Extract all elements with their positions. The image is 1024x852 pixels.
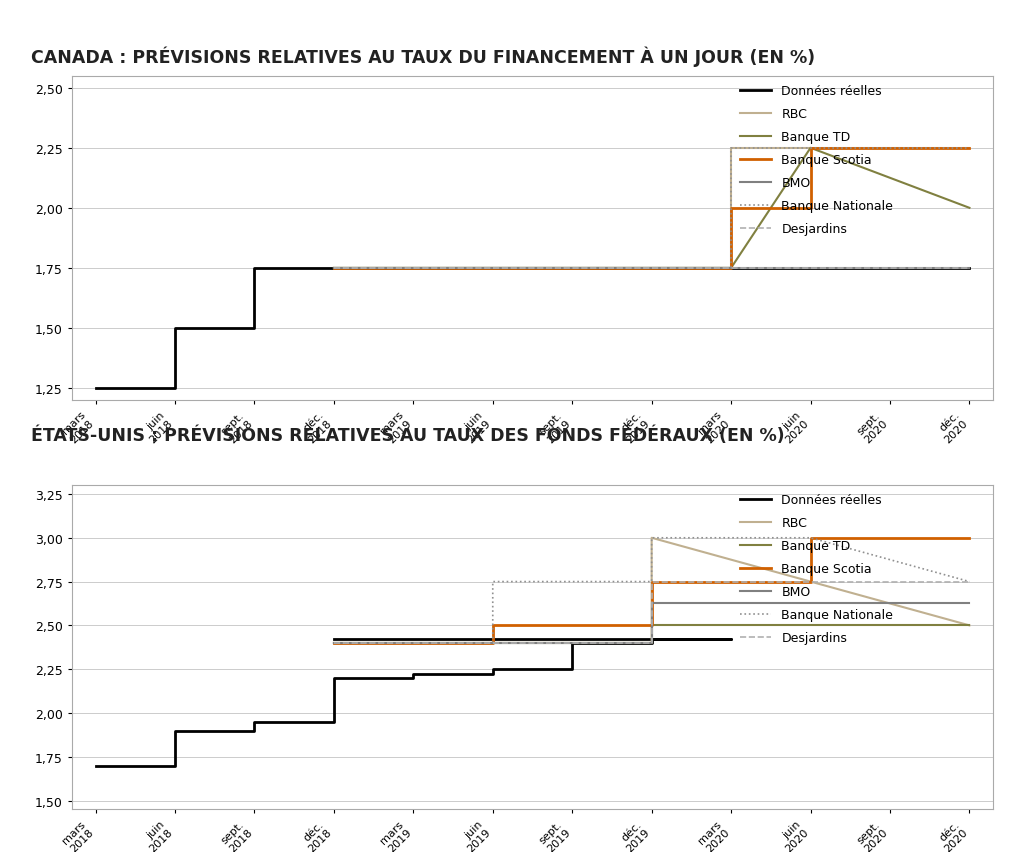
Text: CANADA : PRÉVISIONS RELATIVES AU TAUX DU FINANCEMENT À UN JOUR (EN %): CANADA : PRÉVISIONS RELATIVES AU TAUX DU…: [31, 47, 815, 67]
Legend: Données réelles, RBC, Banque TD, Banque Scotia, BMO, Banque Nationale, Desjardin: Données réelles, RBC, Banque TD, Banque …: [735, 489, 898, 650]
Legend: Données réelles, RBC, Banque TD, Banque Scotia, BMO, Banque Nationale, Desjardin: Données réelles, RBC, Banque TD, Banque …: [735, 80, 898, 241]
Text: ÉTATS-UNIS : PRÉVISIONS RELATIVES AU TAUX DES FONDS FÉDÉRAUX (EN %): ÉTATS-UNIS : PRÉVISIONS RELATIVES AU TAU…: [31, 426, 784, 445]
